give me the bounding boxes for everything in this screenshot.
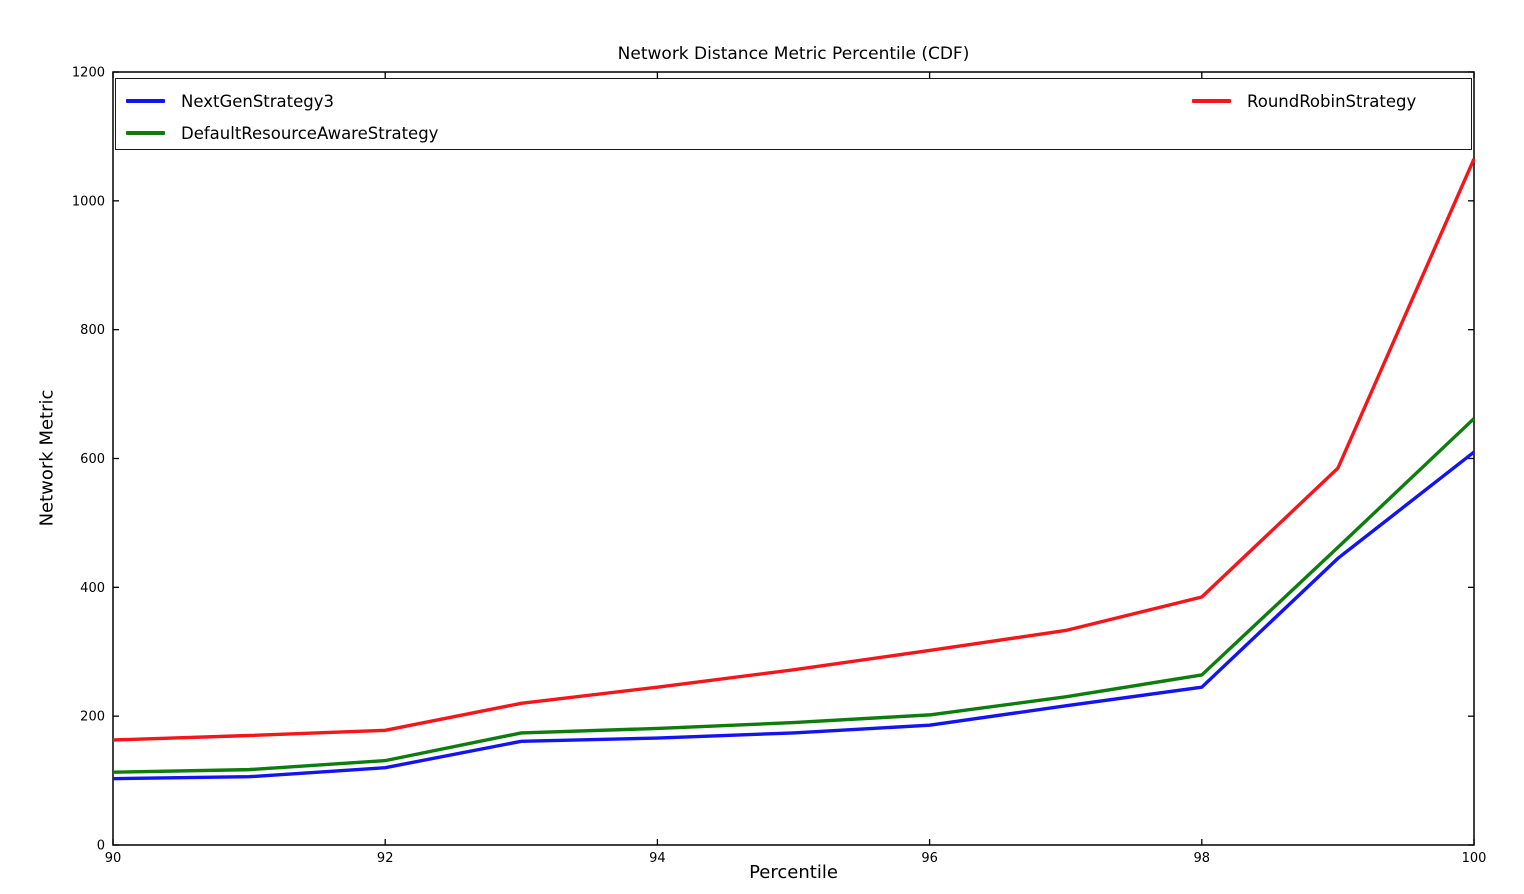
y-tick-label: 1200	[72, 66, 105, 81]
y-tick-label: 800	[80, 323, 105, 338]
y-tick-label: 0	[97, 839, 105, 854]
series-line-defaultresourceawarestrategy	[112, 417, 1476, 774]
series-line-nextgenstrategy3	[112, 450, 1476, 781]
legend-swatch-green-line	[126, 131, 165, 135]
y-tick-label: 600	[80, 452, 105, 467]
legend-item-roundrobinstrategy: RoundRobinStrategy	[1192, 88, 1416, 114]
legend-swatch-red-line	[1192, 99, 1231, 103]
x-tick-label: 96	[921, 851, 938, 866]
x-tick-label: 90	[105, 851, 122, 866]
y-axis-label: Network Metric	[36, 389, 58, 527]
x-tick-label: 92	[377, 851, 394, 866]
legend-label: NextGenStrategy3	[181, 91, 335, 111]
y-tick-label: 1000	[72, 194, 105, 209]
x-axis-label: Percentile	[749, 862, 838, 883]
x-tick-label: 98	[1194, 851, 1211, 866]
legend: NextGenStrategy3 DefaultResourceAwareStr…	[115, 78, 1472, 150]
x-tick-label: 100	[1462, 851, 1487, 866]
legend-label: DefaultResourceAwareStrategy	[181, 123, 439, 143]
x-tick-label: 94	[649, 851, 666, 866]
chart-title: Network Distance Metric Percentile (CDF)	[617, 44, 970, 64]
legend-item-defaultresourceawarestrategy: DefaultResourceAwareStrategy	[126, 120, 438, 146]
y-tick-label: 200	[80, 710, 105, 725]
legend-label: RoundRobinStrategy	[1247, 91, 1417, 111]
y-tick-label: 400	[80, 581, 105, 596]
legend-swatch-blue-line	[126, 99, 165, 103]
series-line-roundrobinstrategy	[112, 158, 1476, 742]
legend-item-nextgenstrategy3: NextGenStrategy3	[126, 88, 334, 114]
plot-frame	[112, 71, 1475, 846]
